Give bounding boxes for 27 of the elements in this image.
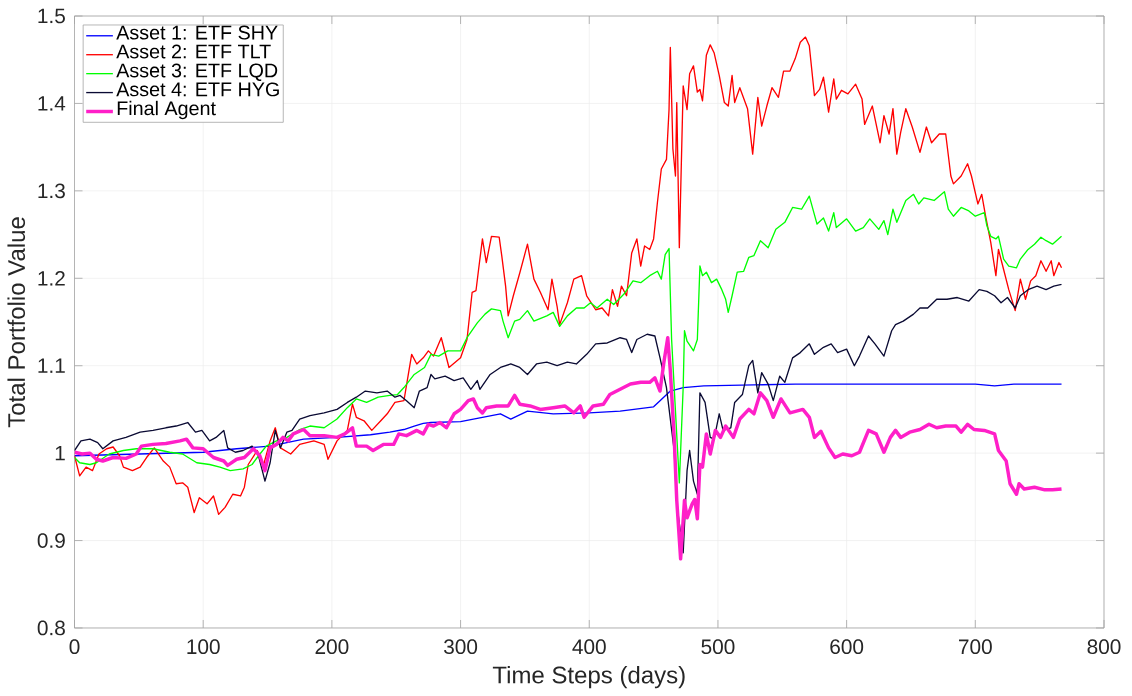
line-series <box>74 191 1063 484</box>
y-tick-label: 1.3 <box>38 183 65 199</box>
x-tick-label: 700 <box>959 639 992 655</box>
y-tick-label: 1 <box>55 445 65 461</box>
legend-label: Asset 2: ETF TLT <box>116 44 271 59</box>
legend-label: Asset 1: ETF SHY <box>116 25 278 40</box>
x-tick-label: 0 <box>69 639 80 655</box>
y-tick-label: 1.2 <box>38 271 65 286</box>
x-tick-label: 500 <box>701 639 735 655</box>
x-tick-label: 600 <box>830 639 864 655</box>
line-series <box>74 283 1063 554</box>
y-tick-label: 0.9 <box>37 533 65 548</box>
y-tick-label: 1.1 <box>38 358 65 373</box>
x-tick-label: 100 <box>187 639 220 655</box>
legend-label: Asset 3: ETF LQD <box>116 63 278 81</box>
x-axis-title: Time Steps (days) <box>492 665 685 689</box>
x-tick-label: 800 <box>1087 639 1121 655</box>
line-series <box>74 335 1064 561</box>
x-tick-label: 300 <box>444 639 478 655</box>
legend-label: Asset 4: ETF HYG <box>116 82 279 97</box>
y-axis-title: Total Portfolio Value <box>7 217 26 428</box>
y-tick-label: 1.4 <box>38 96 66 111</box>
y-tick-label: 0.8 <box>37 620 65 636</box>
x-tick-label: 400 <box>572 639 606 655</box>
x-tick-label: 200 <box>315 639 349 655</box>
legend-label: Final Agent <box>117 100 216 120</box>
y-tick-label: 1.5 <box>38 8 65 24</box>
